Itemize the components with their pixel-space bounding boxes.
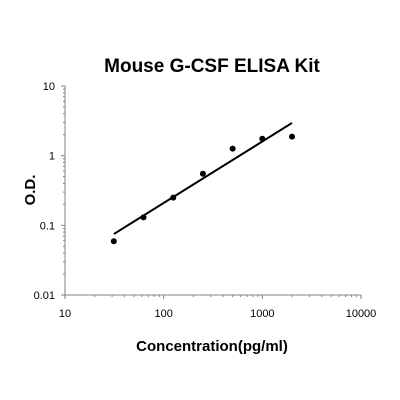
y-tick-label: 10 [43, 81, 55, 93]
y-tick-label: 0.1 [40, 220, 55, 232]
x-tick-label: 100 [154, 308, 172, 320]
chart-title: Mouse G-CSF ELISA Kit [104, 56, 320, 77]
x-axis-label: Concentration(pg/ml) [136, 338, 288, 355]
y-axis-label: O.D. [22, 175, 39, 206]
data-point [289, 133, 296, 140]
x-tick-label: 10000 [346, 308, 377, 320]
x-tick-label: 10 [59, 308, 71, 320]
x-tick-label: 1000 [250, 308, 274, 320]
data-point [199, 170, 206, 177]
y-tick-label: 1 [49, 151, 55, 163]
data-point [229, 145, 236, 152]
data-point [110, 238, 117, 245]
data-points-layer [110, 133, 296, 245]
y-tick-labels: 0.01 0.1 1 10 [34, 81, 55, 302]
data-point [170, 194, 177, 201]
plot-axes [61, 85, 362, 299]
data-point [140, 214, 147, 221]
data-point [259, 135, 266, 142]
y-tick-label: 0.01 [34, 290, 55, 302]
x-tick-labels: 10 100 1000 10000 [59, 308, 376, 320]
